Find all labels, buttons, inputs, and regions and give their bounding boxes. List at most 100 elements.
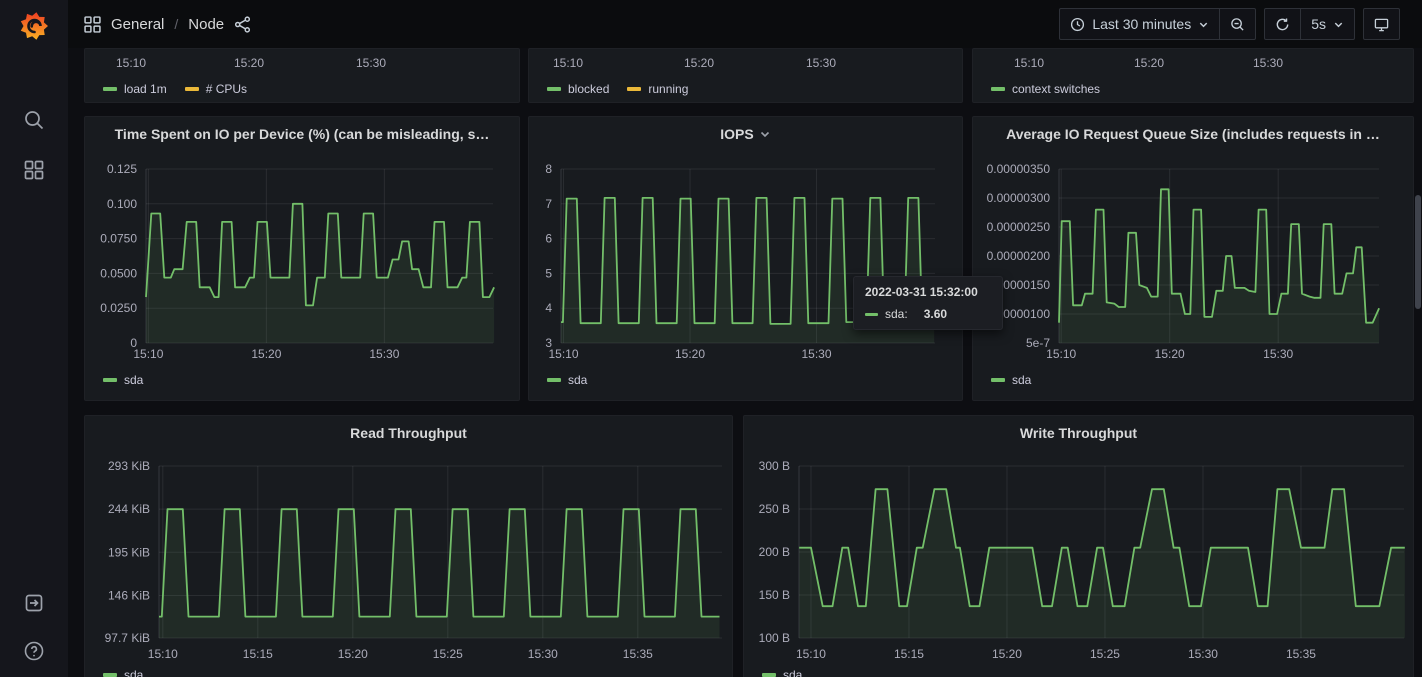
dashboard-grid-icon[interactable] [84,15,101,33]
legend-item-context-switches[interactable]: context switches [991,82,1100,96]
legend-label: blocked [568,82,610,96]
legend-item-running[interactable]: running [627,82,688,96]
legend-label: load 1m [124,82,167,96]
share-icon[interactable] [234,15,251,33]
refresh-icon [1275,17,1290,32]
chart-read-throughput[interactable]: 97.7 KiB 146 KiB 195 KiB 244 KiB 293 KiB 15:1… [85,416,732,677]
write-throughput-plot[interactable]: 100 B 150 B 200 B 250 B 300 B 15:10 15:15 15:20… [744,416,1413,677]
chart-procs-partial[interactable]: 15:10 15:20 15:30 blocked running [529,49,962,102]
x-tick-label: 15:30 [1188,647,1218,661]
legend-item-sda[interactable]: sda [103,668,143,677]
x-tick-label: 15:10 [1013,56,1045,70]
chart-iops[interactable]: 3 4 5 6 7 8 15:10 15:20 15:30 sda [529,117,962,400]
chart-context-partial[interactable]: 15:10 15:20 15:30 context switches [973,49,1413,102]
refresh-button[interactable] [1265,9,1300,39]
x-tick-label: 15:30 [1263,347,1293,361]
sign-in-icon[interactable] [22,591,46,615]
y-tick-label: 97.7 KiB [105,631,150,645]
legend-swatch [991,87,1005,91]
chart-time-spent-io[interactable]: 0 0.0250 0.0500 0.0750 0.100 0.125 15:10 15:20 1… [85,117,519,400]
tooltip-series-value: 3.60 [923,307,948,321]
legend-label: sda [783,668,803,677]
legend-swatch [184,87,199,91]
y-tick-label: 4 [545,301,552,315]
legend-item-sda[interactable]: sda [103,373,143,387]
x-tick-label: 15:20 [233,56,265,70]
y-tick-label: 3 [545,336,552,350]
tooltip-series-swatch [865,312,878,316]
legend-item-blocked[interactable]: blocked [547,82,609,96]
legend-label: sda [568,373,588,387]
x-tick-label: 15:20 [675,347,705,361]
x-tick-label: 15:30 [805,56,837,70]
io-queue-plot[interactable]: 5e-70.000001000.000001500.000002000.0000… [973,117,1413,400]
sidebar [0,0,68,677]
legend-swatch [991,378,1005,382]
legend-label: # CPUs [205,82,248,96]
breadcrumb-page[interactable]: Node [188,15,225,33]
y-tick-label: 0.00000300 [987,191,1051,205]
y-tick-label: 0.0500 [100,266,137,280]
dashboards-icon[interactable] [22,158,46,182]
iops-plot[interactable]: 3 4 5 6 7 8 15:10 15:20 15:30 [529,117,962,400]
legend-item-sda[interactable]: sda [547,373,587,387]
legend-label: sda [1012,373,1032,387]
grafana-logo[interactable] [19,10,49,42]
x-tick-label: 15:20 [1133,56,1165,70]
y-tick-label: 8 [545,162,552,176]
zoom-out-button[interactable] [1219,9,1255,39]
panel-title-time-spent-io[interactable]: Time Spent on IO per Device (%) (can be … [93,123,511,145]
panel-title-text: IOPS [720,126,754,142]
chart-load-partial[interactable]: 15:10 15:20 15:30 load 1m # CPUs [85,49,519,102]
breadcrumb-section[interactable]: General [111,15,165,33]
chevron-down-icon [759,128,771,140]
legend-label: running [648,82,689,96]
x-tick-label: 15:30 [355,56,387,70]
series-line [799,488,1405,608]
search-icon[interactable] [22,108,46,132]
refresh-interval-picker[interactable]: 5s [1300,9,1354,39]
read-throughput-plot[interactable]: 97.7 KiB 146 KiB 195 KiB 244 KiB 293 KiB 15:1… [85,416,732,677]
panel-title-iops[interactable]: IOPS [537,123,954,145]
time-range-picker[interactable]: Last 30 minutes [1060,9,1219,39]
panel-read-throughput: Read Throughput 97.7 KiB 146 KiB 195 KiB 24… [84,415,733,677]
tv-mode-button[interactable] [1364,9,1399,39]
panel-title-io-queue[interactable]: Average IO Request Queue Size (includes … [981,123,1405,145]
x-tick-label: 15:30 [802,347,832,361]
panel-title-write-throughput[interactable]: Write Throughput [752,422,1405,444]
refresh-interval-label: 5s [1311,16,1326,32]
legend-label: sda [124,668,144,677]
y-tick-label: 100 B [759,631,790,645]
chart-tooltip: 2022-03-31 15:32:00 sda: 3.60 [853,276,1003,330]
chart-io-queue[interactable]: 5e-7 0.00000100 0.00000150 0.00000200 0.0000… [973,117,1413,400]
legend-item-sda[interactable]: sda [991,373,1031,387]
legend-item-sda[interactable]: sda [762,668,802,677]
panel-title-text: Write Throughput [1019,425,1138,441]
y-tick-label: 300 B [759,459,790,473]
clock-icon [1070,17,1085,32]
time-spent-io-plot[interactable]: 0 0.0250 0.0500 0.0750 0.100 0.125 15:10 15:20 1… [85,117,519,400]
y-tick-label: 0 [130,336,137,350]
scrollbar-thumb[interactable] [1415,195,1421,309]
panel-write-throughput: Write Throughput 100 B 150 B 200 B 250 B 300… [743,415,1414,677]
y-tick-label: 293 KiB [108,459,150,473]
navbar-controls: Last 30 minutes [1059,8,1400,40]
x-tick-label: 15:10 [549,347,579,361]
tooltip-series-label: sda: [885,307,908,321]
tooltip-timestamp: 2022-03-31 15:32:00 [865,285,978,299]
x-tick-label: 15:10 [148,647,178,661]
panel-title-read-throughput[interactable]: Read Throughput [93,422,724,444]
series-area [561,197,935,343]
y-tick-label: 0.00000250 [987,220,1051,234]
time-range-group: Last 30 minutes [1059,8,1257,40]
series-line [561,197,935,325]
help-icon[interactable] [22,639,46,663]
x-tick-label: 15:30 [1252,56,1284,70]
tv-mode-group [1363,8,1400,40]
chart-write-throughput[interactable]: 100 B 150 B 200 B 250 B 300 B 15:10 15:15 15:20… [744,416,1413,677]
x-tick-label: 15:35 [1286,647,1316,661]
legend-item-load-1m[interactable]: load 1m [103,82,167,96]
legend-swatch [627,87,642,91]
legend-item--cpus[interactable]: # CPUs [184,82,248,96]
